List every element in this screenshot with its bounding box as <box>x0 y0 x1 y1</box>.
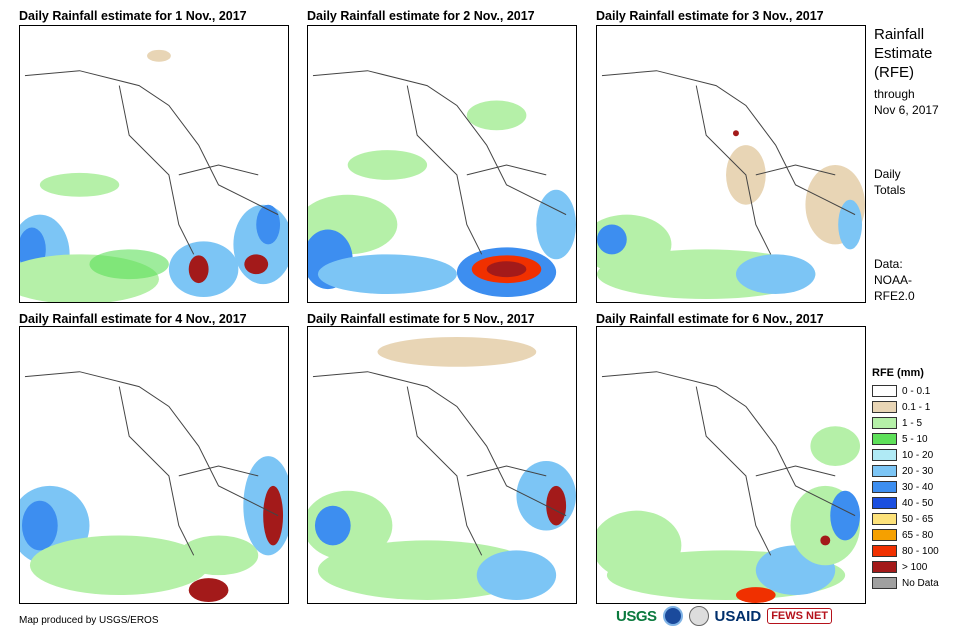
legend-label: > 100 <box>902 561 928 573</box>
legend-item: 50 - 65 <box>872 511 939 527</box>
rfe-legend: RFE (mm) 0 - 0.1 0.1 - 1 1 - 5 5 - 10 10 - 2… <box>872 367 939 591</box>
rainfall-map-2 <box>307 25 577 303</box>
legend-label: 0.1 - 1 <box>902 401 931 413</box>
legend-swatch <box>872 529 897 541</box>
legend-swatch <box>872 465 897 477</box>
legend-label: 20 - 30 <box>902 465 934 477</box>
legend-item: 20 - 30 <box>872 463 939 479</box>
legend-item: 5 - 10 <box>872 431 939 447</box>
legend-label: 10 - 20 <box>902 449 934 461</box>
legend-item: 0 - 0.1 <box>872 383 939 399</box>
agency-logos: USGS USAID FEWS NET <box>616 606 833 626</box>
legend-swatch <box>872 449 897 461</box>
legend-label: 65 - 80 <box>902 529 934 541</box>
panel-title-5: Daily Rainfall estimate for 5 Nov., 2017 <box>307 312 535 326</box>
panel-title-4: Daily Rainfall estimate for 4 Nov., 2017 <box>19 312 247 326</box>
data-line-2: NOAA- <box>874 273 913 287</box>
through-note: through Nov 6, 2017 <box>874 86 939 118</box>
legend-label: 5 - 10 <box>902 433 928 445</box>
panel-title-1: Daily Rainfall estimate for 1 Nov., 2017 <box>19 9 247 23</box>
data-line-1: Data: <box>874 257 903 271</box>
legend-swatch <box>872 433 897 445</box>
legend-item: 0.1 - 1 <box>872 399 939 415</box>
legend-item: 40 - 50 <box>872 495 939 511</box>
legend-item: No Data <box>872 575 939 591</box>
panel-title-2: Daily Rainfall estimate for 2 Nov., 2017 <box>307 9 535 23</box>
legend-item: 10 - 20 <box>872 447 939 463</box>
legend-label: 50 - 65 <box>902 513 934 525</box>
legend-item: 1 - 5 <box>872 415 939 431</box>
through-date: Nov 6, 2017 <box>874 103 939 117</box>
rfe-title-line-2: Estimate <box>874 45 933 62</box>
legend-swatch <box>872 417 897 429</box>
legend-label: 1 - 5 <box>902 417 923 429</box>
legend-label: 80 - 100 <box>902 545 939 557</box>
panel-title-3: Daily Rainfall estimate for 3 Nov., 2017 <box>596 9 824 23</box>
fews-net-logo: FEWS NET <box>767 608 833 624</box>
legend-label: 40 - 50 <box>902 497 934 509</box>
data-source-note: Data: NOAA- RFE2.0 <box>874 256 915 304</box>
rainfall-map-1 <box>19 25 289 303</box>
legend-item: 30 - 40 <box>872 479 939 495</box>
agency-seal-logo <box>688 606 709 626</box>
rfe-title-line-1: Rainfall <box>874 26 925 43</box>
noaa-logo <box>662 606 683 626</box>
data-line-3: RFE2.0 <box>874 289 915 303</box>
usaid-logo: USAID <box>714 607 762 625</box>
legend-label: No Data <box>902 577 939 589</box>
legend-swatch <box>872 561 897 573</box>
rainfall-map-6 <box>596 326 866 604</box>
legend-swatch <box>872 401 897 413</box>
rfe-title-line-3: (RFE) <box>874 64 914 81</box>
legend-swatch <box>872 497 897 509</box>
rainfall-map-4 <box>19 326 289 604</box>
totals-line-2: Totals <box>874 183 906 197</box>
legend-swatch <box>872 577 897 589</box>
totals-note: Daily Totals <box>874 166 905 198</box>
rainfall-map-3 <box>596 25 866 303</box>
legend-item: 80 - 100 <box>872 543 939 559</box>
legend-item: > 100 <box>872 559 939 575</box>
through-label: through <box>874 87 915 101</box>
legend-swatch <box>872 513 897 525</box>
rfe-title: Rainfall Estimate (RFE) <box>874 25 932 82</box>
totals-line-1: Daily <box>874 167 901 181</box>
rainfall-map-5 <box>307 326 577 604</box>
panel-title-6: Daily Rainfall estimate for 6 Nov., 2017 <box>596 312 824 326</box>
legend-label: 0 - 0.1 <box>902 385 931 397</box>
legend-swatch <box>872 481 897 493</box>
legend-item: 65 - 80 <box>872 527 939 543</box>
legend-label: 30 - 40 <box>902 481 934 493</box>
legend-swatch <box>872 385 897 397</box>
map-credit: Map produced by USGS/EROS <box>19 615 159 626</box>
legend-title: RFE (mm) <box>872 367 924 379</box>
legend-swatch <box>872 545 897 557</box>
usgs-logo: USGS <box>616 607 657 625</box>
